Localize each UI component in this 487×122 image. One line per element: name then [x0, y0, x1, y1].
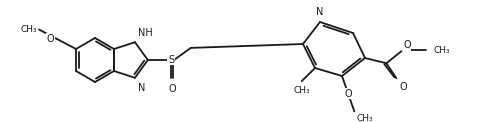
Text: CH₃: CH₃ [20, 25, 37, 34]
Text: CH₃: CH₃ [356, 114, 373, 122]
Text: CH₃: CH₃ [293, 86, 310, 95]
Text: N: N [138, 83, 145, 93]
Text: O: O [344, 89, 352, 99]
Text: CH₃: CH₃ [433, 46, 450, 55]
Text: O: O [47, 34, 55, 44]
Text: O: O [403, 40, 411, 50]
Text: O: O [399, 82, 407, 92]
Text: NH: NH [138, 28, 152, 38]
Text: S: S [168, 55, 174, 65]
Text: O: O [168, 84, 176, 94]
Text: N: N [317, 7, 324, 17]
